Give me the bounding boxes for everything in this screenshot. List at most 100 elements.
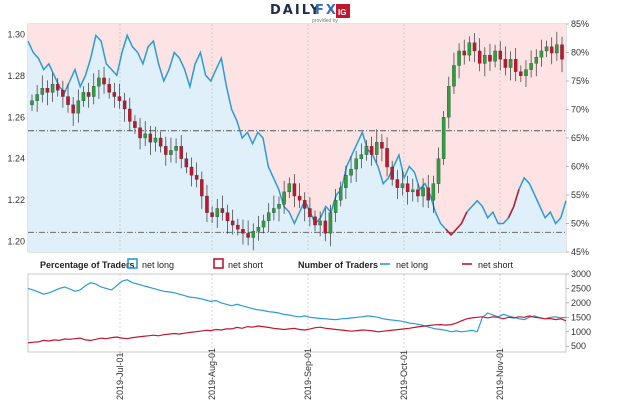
candle-up xyxy=(50,83,55,93)
price-tick-label: 1.28 xyxy=(7,71,25,81)
date-tick-label: 2019-Nov-01 xyxy=(495,348,505,400)
candle-down xyxy=(297,195,302,201)
ig-logo-text: IG xyxy=(338,8,346,17)
percent-tick-label: 70% xyxy=(571,105,589,115)
short-sentiment-area xyxy=(28,24,566,235)
net-short-percent-line xyxy=(445,211,468,237)
candle-down xyxy=(133,121,137,128)
candle-down xyxy=(426,187,430,201)
candle-down xyxy=(55,83,60,91)
candle-down xyxy=(416,189,420,197)
candle-down xyxy=(210,212,214,217)
price-tick-label: 1.26 xyxy=(7,112,25,122)
candle-down xyxy=(220,208,225,213)
candle-down xyxy=(390,166,394,180)
candle-down xyxy=(462,50,466,56)
candle-down xyxy=(102,77,106,85)
count-tick-label: 2000 xyxy=(571,298,591,308)
percent-tick-label: 50% xyxy=(571,219,589,229)
candle-up xyxy=(431,183,436,201)
candle-up xyxy=(318,220,322,226)
count-tick-label: 500 xyxy=(571,341,586,351)
candle-down xyxy=(405,183,410,193)
candle-down xyxy=(292,183,297,197)
candle-up xyxy=(97,77,101,87)
candle-up xyxy=(35,94,39,101)
candle-down xyxy=(560,44,564,60)
brand-daily: DAILY xyxy=(270,3,321,18)
price-tick-label: 1.30 xyxy=(7,29,25,39)
date-tick-label: 2019-Aug-01 xyxy=(207,348,217,400)
candle-up xyxy=(411,189,415,193)
candle-up xyxy=(282,191,286,205)
legend-swatch-net-long-box xyxy=(127,258,138,269)
candle-up xyxy=(436,158,441,184)
legend-swatch-net-short-box xyxy=(213,258,224,269)
count-tick-label: 3000 xyxy=(571,269,591,279)
candle-down xyxy=(380,141,384,149)
candle-up xyxy=(483,54,487,64)
candle-up xyxy=(30,100,34,105)
candle-down xyxy=(122,100,127,110)
legend-title-number: Number of Traders xyxy=(298,260,378,270)
net-long-count-line xyxy=(27,279,567,333)
candle-down xyxy=(66,96,70,105)
candle-down xyxy=(395,179,400,188)
candle-down xyxy=(112,92,117,97)
trader-count-plot: 500 1000 1500 2000 2500 3000 2019-Jul-01 2019-A… xyxy=(27,269,591,400)
candle-up xyxy=(539,50,544,58)
candle-down xyxy=(189,166,194,176)
candle-down xyxy=(246,233,250,238)
candle-up xyxy=(421,187,425,197)
candle-down xyxy=(184,158,189,168)
candle-up xyxy=(344,175,348,188)
candle-up xyxy=(457,50,461,66)
candle-up xyxy=(364,146,369,155)
candle-up xyxy=(534,57,539,64)
percent-tick-label: 55% xyxy=(571,190,589,200)
candle-down xyxy=(158,137,163,147)
candle-up xyxy=(524,69,528,76)
candle-down xyxy=(107,83,111,93)
candle-up xyxy=(508,59,513,68)
legend-label-net-short-count: net short xyxy=(478,260,514,270)
candle-up xyxy=(555,44,559,54)
count-tick-label: 2500 xyxy=(571,283,591,293)
candle-down xyxy=(313,216,317,226)
candle-down xyxy=(86,92,91,97)
candle-down xyxy=(236,224,240,230)
candle-down xyxy=(549,46,554,54)
candle-down xyxy=(472,42,477,52)
bottom-plot-frame xyxy=(27,273,567,353)
percent-tick-label: 45% xyxy=(571,247,589,257)
candle-up xyxy=(328,212,333,234)
price-tick-label: 1.24 xyxy=(7,154,25,164)
candle-down xyxy=(369,146,374,155)
percent-tick-label: 75% xyxy=(571,76,589,86)
net-short-percent-line xyxy=(507,189,520,219)
legend-label-net-long-count: net long xyxy=(396,260,428,270)
legend-title-percentage: Percentage of Traders xyxy=(40,260,135,270)
candle-down xyxy=(148,133,153,143)
candle-up xyxy=(169,150,173,155)
net-long-percent-line xyxy=(27,33,567,237)
candle-down xyxy=(503,59,508,68)
candle-up xyxy=(277,204,281,209)
candle-up xyxy=(400,183,405,188)
count-tick-label: 1500 xyxy=(571,312,591,322)
candle-up xyxy=(493,50,497,62)
candle-down xyxy=(117,96,122,101)
candle-down xyxy=(498,50,503,60)
candle-up xyxy=(256,226,261,232)
date-tick-label: 2019-Oct-01 xyxy=(399,350,409,400)
candle-down xyxy=(308,208,312,217)
percent-tick-label: 85% xyxy=(571,19,589,29)
candle-up xyxy=(349,168,353,176)
candle-up xyxy=(467,42,472,56)
candle-up xyxy=(215,208,219,217)
candle-down xyxy=(241,229,245,234)
candle-up xyxy=(375,141,379,155)
candle-up xyxy=(91,86,96,97)
brand-logo: DAILY FX provided by IG xyxy=(270,3,350,24)
